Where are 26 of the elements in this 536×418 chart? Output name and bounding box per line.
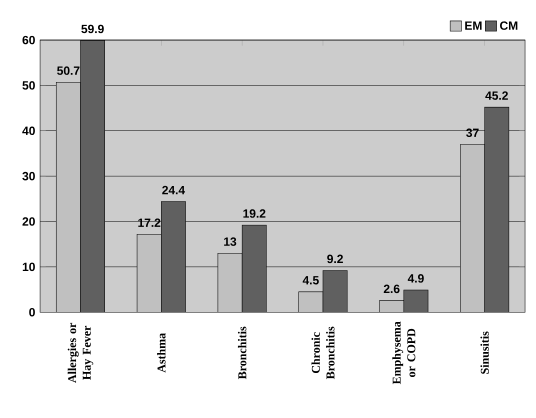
x-tick-label: Bronchitis: [238, 326, 246, 380]
data-label: 4.9: [408, 274, 424, 283]
x-tick-label: Sinusitis: [480, 331, 489, 374]
data-label: 59.9: [81, 24, 104, 34]
y-tick-label: 40: [22, 126, 35, 135]
data-label: 50.7: [57, 66, 80, 75]
legend-label: EM: [465, 21, 482, 30]
y-tick-label: 30: [22, 172, 35, 180]
x-tick-label: Chronic Bronchitis: [311, 326, 334, 380]
y-tick-label: 20: [22, 217, 35, 226]
data-label: 13: [224, 237, 236, 246]
x-tick-label: Emphysema or COPD: [392, 321, 416, 384]
data-label: 4.5: [302, 276, 319, 284]
data-label: 9.2: [327, 254, 343, 264]
data-label: 19.2: [243, 209, 266, 218]
data-label: 24.4: [162, 186, 186, 194]
y-tick-label: 60: [22, 36, 35, 44]
data-label: 45.2: [485, 91, 508, 100]
y-tick-label: 50: [22, 81, 35, 90]
x-tick-label: Asthma: [157, 333, 166, 373]
x-tick-label: Allergies or Hay Fever: [68, 322, 94, 383]
legend-label: CM: [500, 21, 518, 30]
y-tick-label: 0: [29, 308, 35, 316]
data-label: 17.2: [138, 218, 160, 227]
y-tick-label: 10: [22, 262, 35, 272]
data-label: 2.6: [384, 284, 400, 294]
